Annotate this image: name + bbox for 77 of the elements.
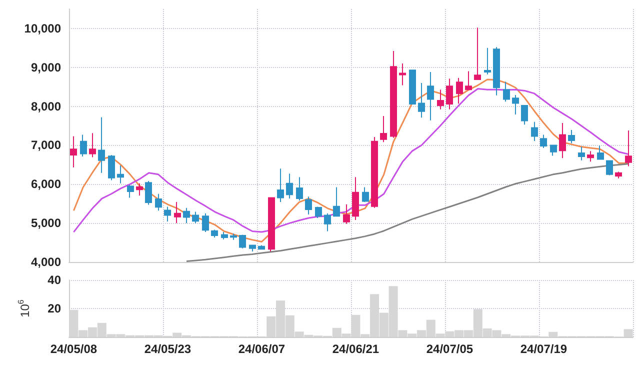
- candlestick: [521, 105, 528, 126]
- candlestick: [493, 46, 500, 96]
- candlestick: [136, 182, 143, 196]
- candlestick: [559, 122, 566, 159]
- candlestick: [531, 121, 538, 142]
- candlestick: [174, 202, 181, 224]
- candlestick: [409, 70, 416, 104]
- candlestick: [211, 229, 218, 238]
- candlestick: [597, 145, 604, 160]
- candlestick: [474, 27, 481, 80]
- candlestick: [446, 78, 453, 110]
- candlestick: [98, 116, 105, 174]
- candlestick: [268, 197, 275, 252]
- candlestick: [352, 176, 359, 220]
- candlestick: [437, 89, 444, 110]
- candlestick: [427, 72, 434, 121]
- candlestick: [418, 82, 425, 118]
- line-series: [186, 163, 630, 262]
- y-tick-label: 10,000: [24, 21, 62, 36]
- candlestick: [117, 164, 124, 184]
- x-tick-label: 24/05/23: [144, 342, 192, 356]
- candlestick: [127, 184, 134, 198]
- candlestick: [371, 136, 378, 208]
- x-tick-label: 24/05/08: [50, 342, 98, 356]
- candlestick: [578, 146, 585, 161]
- y-tick-label: 9,000: [30, 60, 62, 74]
- candlestick: [343, 204, 350, 224]
- candlestick: [324, 212, 331, 232]
- x-tick-label: 24/07/19: [520, 342, 568, 356]
- candlestick: [202, 212, 209, 233]
- candlestick: [390, 50, 397, 138]
- candlestick: [249, 244, 256, 252]
- y-tick-label: 7,000: [30, 138, 62, 152]
- x-tick-label: 24/07/05: [426, 342, 474, 356]
- y-tick-label: 4,000: [30, 255, 62, 269]
- y-tick-label: 40: [48, 273, 62, 287]
- candlestick: [296, 176, 303, 201]
- candlestick: [230, 233, 237, 240]
- candlestick: [286, 173, 293, 200]
- candlestick: [587, 150, 594, 162]
- candlestick: [380, 116, 387, 143]
- candlestick: [239, 234, 246, 249]
- y-tick-label: 6,000: [30, 177, 62, 192]
- candlestick: [258, 244, 265, 250]
- candlestick: [145, 180, 152, 206]
- candlestick: [456, 77, 463, 104]
- candlestick: [315, 206, 322, 219]
- candlestick: [164, 206, 171, 222]
- candlestick: [277, 168, 284, 203]
- candlestick: [333, 186, 340, 217]
- candlestick: [70, 136, 77, 168]
- candlestick: [568, 130, 575, 144]
- candlestick: [512, 94, 519, 115]
- candlestick: [465, 70, 472, 90]
- candlestick: [80, 134, 87, 158]
- x-tick-label: 24/06/21: [332, 342, 380, 356]
- candlestick: [540, 134, 547, 148]
- candlestick: [606, 160, 613, 176]
- candlestick: [305, 196, 312, 216]
- candlestick: [155, 193, 162, 212]
- candlestick: [484, 47, 491, 75]
- x-tick-label: 24/06/07: [238, 342, 286, 356]
- candlestick: [362, 186, 369, 203]
- y-axis-title: 106: [16, 299, 32, 318]
- y-tick-label: 5,000: [30, 216, 62, 230]
- y-tick-label: 8,000: [30, 99, 62, 114]
- candlestick: [615, 171, 622, 179]
- candlestick: [108, 154, 115, 181]
- candlestick: [399, 62, 406, 86]
- y-tick-label: 20: [48, 302, 62, 316]
- candlestick: [89, 132, 96, 158]
- candlestick: [221, 232, 228, 240]
- candlestick: [503, 81, 510, 102]
- candlestick: [183, 207, 190, 224]
- candlestick: [625, 130, 632, 167]
- candlestick: [550, 144, 557, 156]
- candlestick: [192, 211, 199, 224]
